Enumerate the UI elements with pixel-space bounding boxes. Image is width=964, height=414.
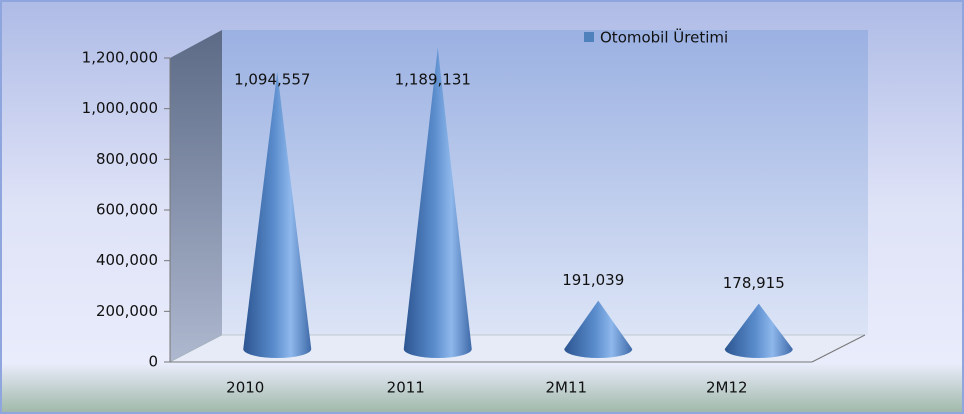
x-tick-label: 2M11 bbox=[545, 379, 587, 397]
value-label: 178,915 bbox=[723, 274, 785, 292]
y-tick-label: 1,200,000 bbox=[82, 49, 158, 67]
y-tick-label: 0 bbox=[148, 353, 158, 371]
side-wall bbox=[170, 30, 222, 362]
y-tick-label: 600,000 bbox=[96, 201, 158, 219]
y-tick-label: 400,000 bbox=[96, 251, 158, 269]
x-tick-label: 2M12 bbox=[706, 379, 748, 397]
value-label: 1,094,557 bbox=[234, 71, 310, 89]
cone bbox=[243, 71, 312, 359]
legend-label: Otomobil Üretimi bbox=[600, 28, 728, 47]
x-tick-label: 2010 bbox=[226, 379, 264, 397]
y-tick-label: 200,000 bbox=[96, 302, 158, 320]
value-label: 191,039 bbox=[562, 271, 624, 289]
x-tick-label: 2011 bbox=[387, 379, 425, 397]
y-tick-label: 1,000,000 bbox=[82, 99, 158, 117]
floor-edge bbox=[811, 334, 866, 363]
y-tick-label: 800,000 bbox=[96, 150, 158, 168]
back-wall bbox=[222, 30, 868, 335]
cone bbox=[564, 300, 633, 358]
legend-swatch bbox=[584, 32, 594, 42]
value-label: 1,189,131 bbox=[395, 71, 471, 89]
cone bbox=[403, 47, 472, 358]
cone bbox=[724, 303, 793, 358]
